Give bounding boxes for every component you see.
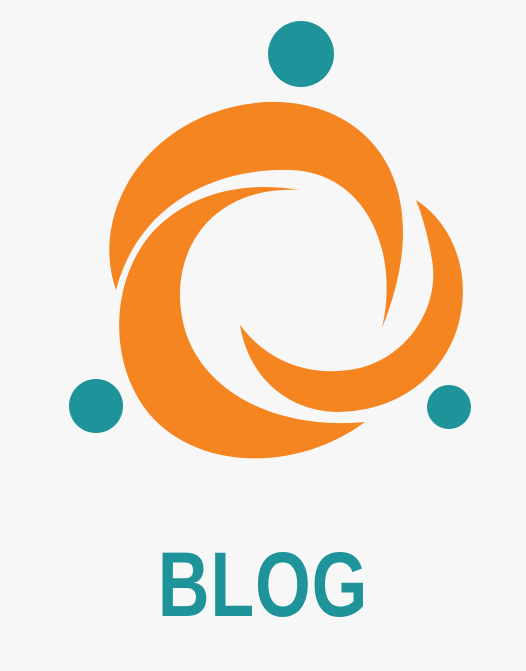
top-crescent-arm [109,101,403,328]
left-head-dot [69,379,123,433]
community-logo-icon [69,21,471,459]
blog-title: BLOG [157,534,369,636]
right-crescent-arm [240,200,463,412]
top-head-dot [268,21,334,87]
left-crescent-arm [119,187,366,459]
right-head-dot [427,385,471,429]
